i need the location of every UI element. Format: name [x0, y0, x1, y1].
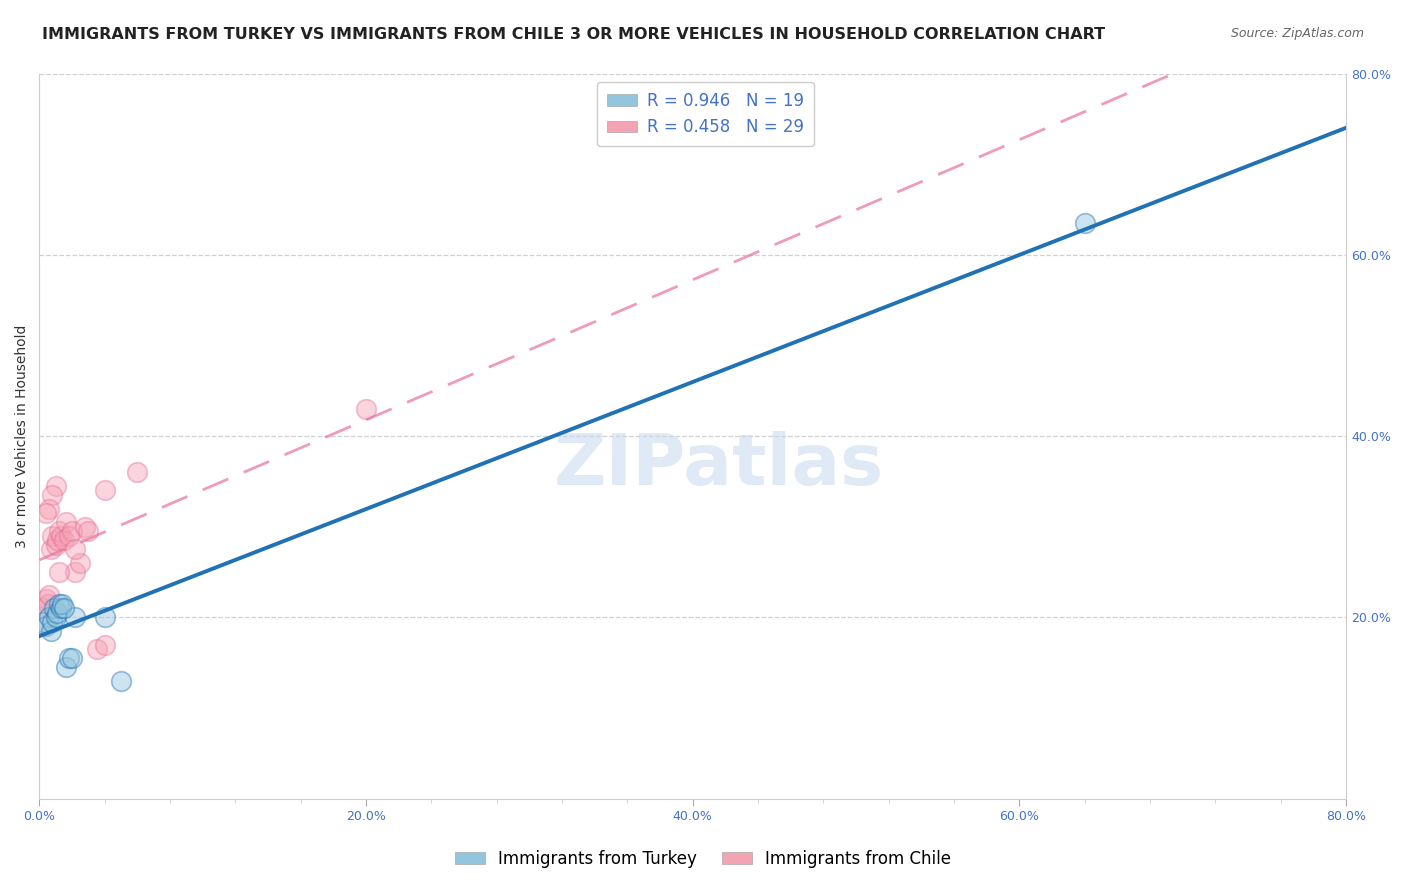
- Legend: Immigrants from Turkey, Immigrants from Chile: Immigrants from Turkey, Immigrants from …: [449, 844, 957, 875]
- Point: [51, 597, 73, 611]
- Point: [46, 533, 69, 548]
- Point: [49, 529, 72, 543]
- Point: [41, 529, 63, 543]
- Point: [38, 610, 60, 624]
- Point: [75, 520, 97, 534]
- Point: [65, 610, 87, 624]
- Point: [69, 556, 91, 570]
- Point: [41, 615, 63, 629]
- Point: [48, 524, 70, 539]
- Point: [65, 542, 87, 557]
- Point: [58, 651, 80, 665]
- Point: [60, 651, 83, 665]
- Point: [49, 601, 72, 615]
- Point: [48, 597, 70, 611]
- Point: [86, 642, 108, 657]
- Point: [65, 565, 87, 579]
- Point: [45, 479, 67, 493]
- Legend: R = 0.946   N = 19, R = 0.458   N = 29: R = 0.946 N = 19, R = 0.458 N = 29: [596, 82, 814, 146]
- Point: [354, 401, 377, 416]
- Point: [110, 673, 132, 688]
- Point: [41, 488, 63, 502]
- Point: [31, 601, 53, 615]
- Point: [46, 606, 69, 620]
- Point: [127, 466, 149, 480]
- Point: [39, 542, 62, 557]
- Point: [45, 538, 67, 552]
- Point: [45, 610, 67, 624]
- Point: [35, 506, 58, 520]
- Text: Source: ZipAtlas.com: Source: ZipAtlas.com: [1230, 27, 1364, 40]
- Point: [60, 524, 83, 539]
- Point: [94, 610, 117, 624]
- Point: [39, 624, 62, 638]
- Point: [38, 501, 60, 516]
- Point: [94, 638, 117, 652]
- Point: [35, 592, 58, 607]
- Point: [94, 483, 117, 498]
- Y-axis label: 3 or more Vehicles in Household: 3 or more Vehicles in Household: [15, 325, 30, 548]
- Point: [38, 588, 60, 602]
- Point: [55, 660, 77, 674]
- Point: [58, 529, 80, 543]
- Point: [55, 515, 77, 529]
- Point: [42, 601, 65, 615]
- Point: [31, 615, 53, 629]
- Point: [48, 565, 70, 579]
- Text: ZIPatlas: ZIPatlas: [554, 431, 884, 500]
- Point: [35, 619, 58, 633]
- Point: [52, 601, 75, 615]
- Text: IMMIGRANTS FROM TURKEY VS IMMIGRANTS FROM CHILE 3 OR MORE VEHICLES IN HOUSEHOLD : IMMIGRANTS FROM TURKEY VS IMMIGRANTS FRO…: [42, 27, 1105, 42]
- Point: [77, 524, 100, 539]
- Point: [37, 597, 59, 611]
- Point: [1074, 216, 1097, 230]
- Point: [52, 533, 75, 548]
